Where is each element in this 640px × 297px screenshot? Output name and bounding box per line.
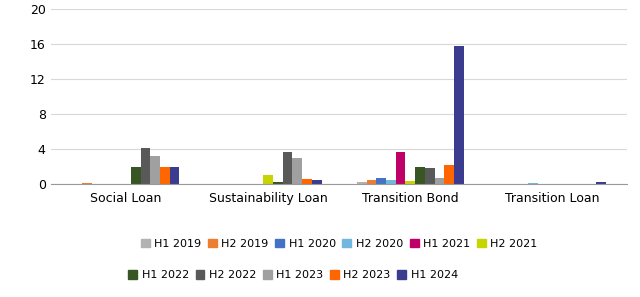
Bar [435, 178, 444, 184]
Bar [150, 156, 160, 184]
Bar [454, 46, 464, 184]
Bar [396, 152, 405, 184]
Legend: H1 2022, H2 2022, H1 2023, H2 2023, H1 2024: H1 2022, H2 2022, H1 2023, H2 2023, H1 2… [129, 270, 458, 280]
Bar [376, 178, 386, 184]
Bar [283, 152, 292, 184]
Bar [415, 167, 425, 184]
Bar [356, 182, 367, 184]
Bar [170, 167, 179, 184]
Bar [292, 158, 302, 184]
Bar [596, 181, 606, 184]
Bar [263, 175, 273, 184]
Bar [131, 167, 141, 184]
Bar [528, 183, 538, 184]
Bar [141, 148, 150, 184]
Bar [425, 168, 435, 184]
Bar [302, 179, 312, 184]
Bar [160, 167, 170, 184]
Bar [273, 182, 283, 184]
Bar [367, 180, 376, 184]
Bar [83, 183, 92, 184]
Bar [312, 180, 322, 184]
Bar [386, 180, 396, 184]
Bar [444, 165, 454, 184]
Bar [405, 181, 415, 184]
